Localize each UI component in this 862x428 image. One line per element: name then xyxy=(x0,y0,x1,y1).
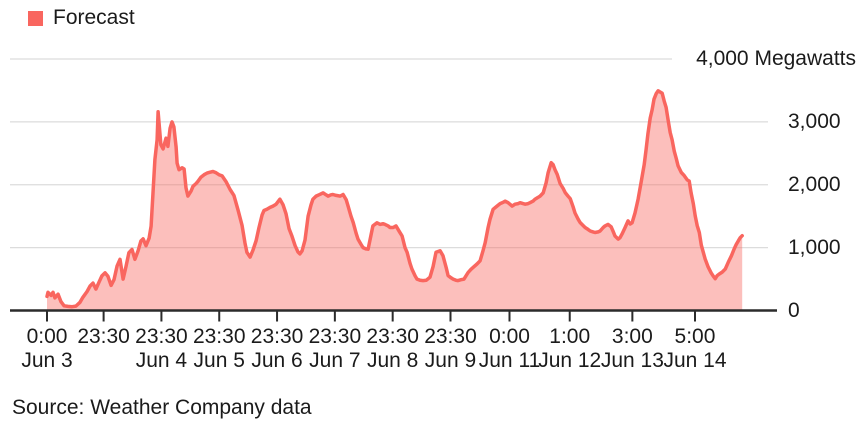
x-axis-time-label: 1:00 xyxy=(549,325,591,348)
legend-swatch-forecast xyxy=(28,10,43,26)
x-axis-time-label: 23:30 xyxy=(308,325,362,348)
x-axis-date-label: Jun 6 xyxy=(251,349,303,372)
legend: Forecast xyxy=(28,6,135,30)
x-axis-time-label: 23:30 xyxy=(192,325,246,348)
x-axis-date-label: Jun 9 xyxy=(424,349,477,372)
x-axis-date-label: Jun 8 xyxy=(366,349,419,372)
legend-label-forecast: Forecast xyxy=(53,6,135,29)
x-axis-date-label: Jun 4 xyxy=(135,349,188,372)
y-axis-label-2000: 2,000 xyxy=(788,172,841,196)
x-axis-time-label: 23:30 xyxy=(135,325,188,348)
x-axis-date-label: Jun 11 xyxy=(478,349,541,372)
x-axis-date-label: Jun 12 xyxy=(538,349,602,372)
x-axis-date-label: Jun 14 xyxy=(663,349,727,372)
forecast-line xyxy=(45,89,744,309)
x-axis-date-label: Jun 13 xyxy=(600,349,664,372)
x-axis-date-label: Jun 3 xyxy=(21,349,73,372)
y-axis-label-0: 0 xyxy=(788,298,800,322)
x-axis-time-label: 5:00 xyxy=(674,325,716,348)
y-axis-label-1000: 1,000 xyxy=(788,235,841,259)
forecast-area xyxy=(47,90,743,311)
x-axis-date-label: Jun 7 xyxy=(309,349,361,372)
x-axis-date-label: Jun 5 xyxy=(193,349,245,372)
source-caption: Source: Weather Company data xyxy=(12,396,312,419)
x-axis-time-label: 23:30 xyxy=(77,325,130,348)
x-axis-time-label: 3:00 xyxy=(611,325,653,348)
y-axis-label-3000: 3,000 xyxy=(788,109,841,133)
x-axis-time-label: 23:30 xyxy=(424,325,477,348)
x-axis-time-label: 23:30 xyxy=(366,325,419,348)
x-axis-time-label: 0:00 xyxy=(26,325,68,348)
y-axis-label-4000: 4,000 Megawatts xyxy=(696,47,856,70)
x-axis-time-label: 23:30 xyxy=(250,325,304,348)
x-axis-time-label: 0:00 xyxy=(489,325,530,348)
